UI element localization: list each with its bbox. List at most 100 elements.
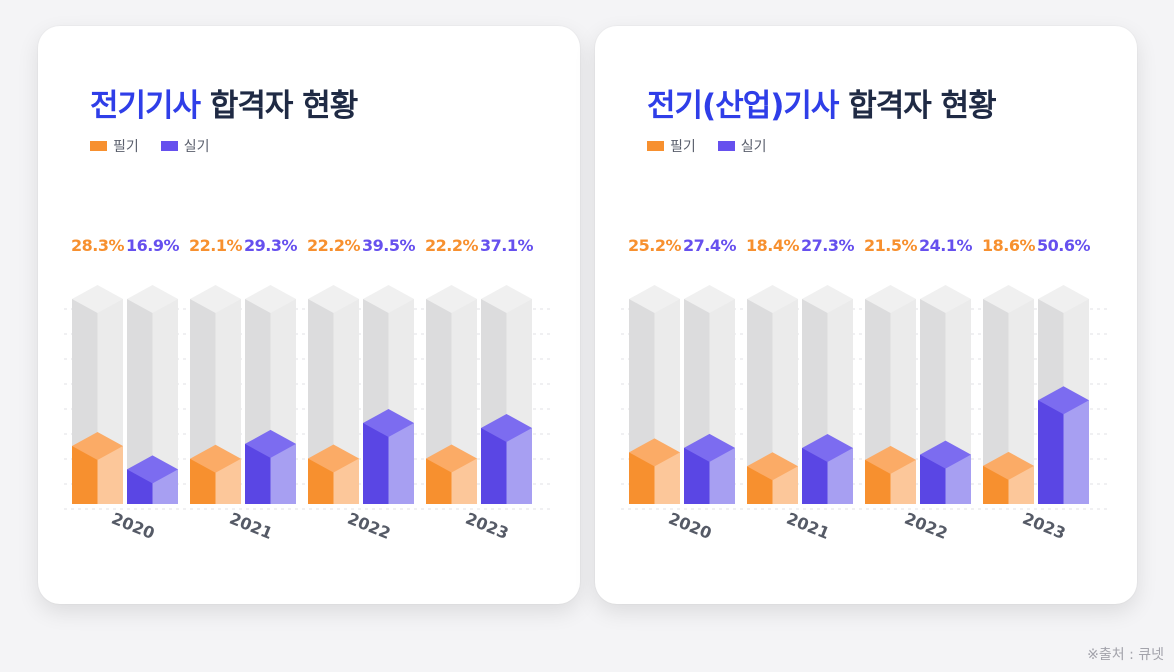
bar-practical-top-face [481,413,532,442]
bar-practical [481,413,532,504]
bar-written [983,451,1034,504]
x-tick-label: 2021 [227,509,275,543]
data-label-practical: 29.3% [244,236,297,255]
ghost-column-right-face [772,299,798,504]
ghost-column-top-face [865,285,916,313]
x-tick-label: 2023 [1020,509,1068,543]
bar-written-left-face [865,459,891,504]
bar-practical-right-face [388,423,414,504]
bar-practical-top-face [920,440,971,469]
ghost-column-left-face [747,299,773,504]
legend-item-practical: 실기 [717,136,767,156]
ghost-column-top-face [308,285,359,313]
legend-item-written: 필기 [647,136,696,156]
data-label-practical: 39.5% [362,236,415,255]
bar-written-top-face [426,444,477,473]
bar-practical [363,409,414,504]
data-label-practical: 37.1% [480,236,533,255]
ghost-column-left-face [127,299,153,504]
data-label-written: 28.3% [71,236,124,255]
bar-written-right-face [654,452,680,504]
right-chart-panel: 전기(산업)기사 합격자 현황 필기 실기 25.2% 27.4% 2020 18.4… [595,26,1137,604]
bar-practical-left-face [363,423,389,504]
ghost-column-top-face [684,285,735,313]
legend-swatch-practical [160,141,178,151]
data-label-practical: 16.9% [126,236,179,255]
bar-written-top-face [190,444,241,473]
legend-swatch-practical [717,141,735,151]
bar-practical-left-face [684,447,710,504]
bar-practical-left-face [481,427,507,504]
chart-title-accent: 전기기사 [90,88,201,124]
bar-written-right-face [451,458,477,504]
ghost-column [983,285,1034,504]
legend-swatch-written [647,141,664,151]
bar-written-top-face [308,444,359,473]
legend-label-practical: 실기 [183,139,210,155]
bar-practical-right-face [827,448,853,504]
ghost-column [865,285,916,504]
data-label-written: 21.5% [864,236,917,255]
ghost-column [127,285,178,504]
chart-title-accent: 전기(산업)기사 [647,88,839,124]
data-label-written: 22.1% [189,236,242,255]
ghost-column-top-face [245,285,296,313]
bar-practical-right-face [1063,400,1089,504]
bar-practical-left-face [245,443,271,504]
ghost-column-top-face [363,285,414,313]
data-label-written: 22.2% [307,236,360,255]
bar-written-left-face [426,458,452,504]
data-label-practical: 24.1% [919,236,972,255]
bar-written-top-face [629,438,680,467]
bar-written-top-face [865,445,916,474]
ghost-column-top-face [481,285,532,313]
bar-written-right-face [97,445,123,504]
legend-label-written: 필기 [113,139,139,155]
data-label-practical: 27.3% [801,236,854,255]
ghost-column-top-face [983,285,1034,313]
bar-practical [127,455,178,504]
chart-title: 전기기사 합격자 현황 [90,80,358,125]
x-tick-label: 2020 [109,509,157,543]
chart-legend: 필기 실기 [647,137,789,155]
bar-practical-right-face [945,454,971,504]
bar-written-left-face [72,445,98,504]
bar-written [190,444,241,504]
chart-legend: 필기 실기 [90,137,232,155]
x-tick-label: 2021 [784,509,832,543]
ghost-column-top-face [426,285,477,313]
x-tick-label: 2022 [345,509,393,543]
bar-practical [245,429,296,504]
legend-label-practical: 실기 [740,139,767,155]
chart-title: 전기(산업)기사 합격자 현황 [647,80,997,125]
bar-practical [920,440,971,504]
bar-practical-top-face [684,433,735,462]
bar-written-top-face [983,451,1034,480]
x-tick-label: 2023 [463,509,511,543]
bar-practical-top-face [363,409,414,438]
ghost-column-top-face [802,285,853,313]
bar-practical [684,433,735,504]
ghost-column-top-face [127,285,178,313]
data-label-written: 18.4% [746,236,799,255]
bar-practical-top-face [802,434,853,463]
bar-written [72,431,123,504]
data-label-practical: 27.4% [683,236,736,255]
source-note: ※출처 : 큐넷 [1087,647,1164,663]
bar-practical-right-face [506,427,532,504]
ghost-column-top-face [747,285,798,313]
bar-written [426,444,477,504]
bar-written-right-face [215,458,241,504]
data-label-written: 25.2% [628,236,681,255]
bar-written-left-face [308,458,334,504]
bar-written [747,452,798,504]
bar-written-left-face [190,458,216,504]
x-tick-label: 2022 [902,509,950,543]
data-label-practical: 50.6% [1037,236,1090,255]
bar-practical-right-face [270,443,296,504]
bar-practical-right-face [709,447,735,504]
bar-practical-left-face [802,448,828,504]
ghost-column [747,285,798,504]
bar-written-right-face [890,459,916,504]
bar-practical-left-face [1038,400,1064,504]
